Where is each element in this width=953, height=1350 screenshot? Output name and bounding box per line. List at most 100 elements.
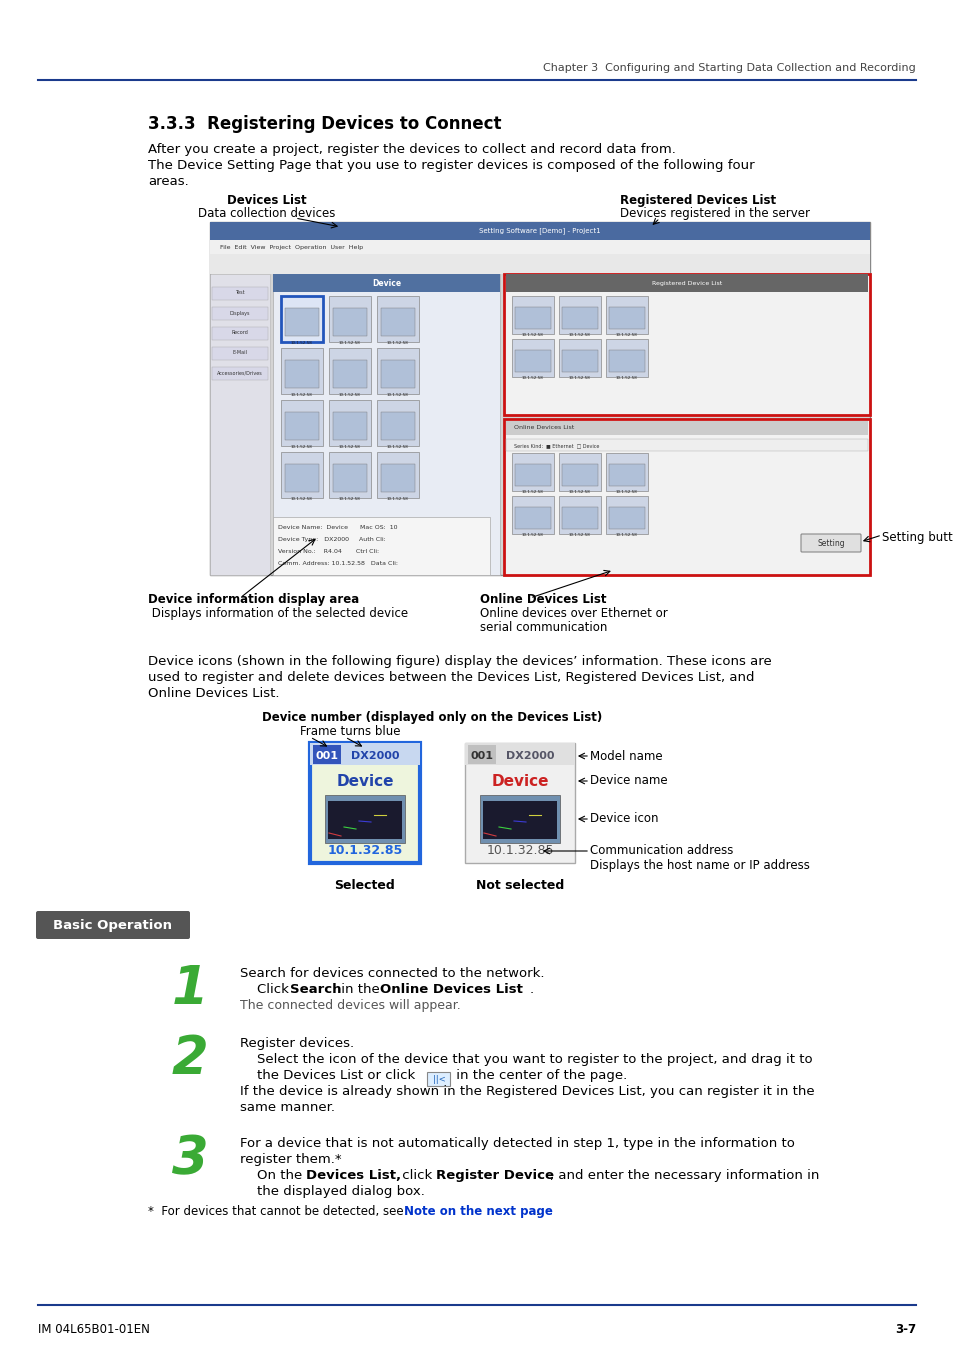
- FancyBboxPatch shape: [285, 464, 318, 491]
- Text: serial communication: serial communication: [479, 621, 607, 634]
- FancyBboxPatch shape: [36, 911, 190, 940]
- Text: 10.1.52.58: 10.1.52.58: [616, 533, 638, 537]
- FancyBboxPatch shape: [608, 508, 644, 529]
- Text: , and enter the necessary information in: , and enter the necessary information in: [550, 1169, 819, 1183]
- FancyBboxPatch shape: [376, 296, 418, 342]
- FancyBboxPatch shape: [515, 306, 550, 329]
- FancyBboxPatch shape: [281, 296, 323, 342]
- Text: 10.1.52.58: 10.1.52.58: [387, 342, 409, 346]
- Text: Setting button: Setting button: [882, 532, 953, 544]
- Text: Device: Device: [335, 774, 394, 788]
- Text: 3: 3: [172, 1133, 208, 1185]
- Text: 10.1.52.58: 10.1.52.58: [568, 490, 590, 494]
- FancyBboxPatch shape: [273, 274, 499, 292]
- FancyBboxPatch shape: [210, 221, 869, 240]
- Text: 10.1.52.58: 10.1.52.58: [291, 446, 313, 450]
- Text: 10.1.52.58: 10.1.52.58: [568, 333, 590, 338]
- FancyBboxPatch shape: [333, 412, 367, 440]
- Text: Devices List,: Devices List,: [306, 1169, 400, 1183]
- FancyBboxPatch shape: [505, 421, 867, 436]
- Text: Record: Record: [232, 331, 248, 336]
- Text: 10.1.52.58: 10.1.52.58: [387, 393, 409, 397]
- FancyBboxPatch shape: [333, 464, 367, 491]
- Text: 001: 001: [315, 751, 338, 761]
- FancyBboxPatch shape: [273, 517, 489, 575]
- Text: Select the icon of the device that you want to register to the project, and drag: Select the icon of the device that you w…: [240, 1053, 812, 1066]
- FancyBboxPatch shape: [325, 795, 405, 842]
- Text: 001: 001: [470, 751, 493, 761]
- Text: used to register and delete devices between the Devices List, Registered Devices: used to register and delete devices betw…: [148, 671, 754, 684]
- FancyBboxPatch shape: [212, 347, 268, 360]
- FancyBboxPatch shape: [212, 306, 268, 320]
- FancyBboxPatch shape: [212, 288, 268, 300]
- Text: 10.1.52.58: 10.1.52.58: [291, 393, 313, 397]
- Text: 10.1.52.58: 10.1.52.58: [521, 533, 543, 537]
- Text: 10.1.52.58: 10.1.52.58: [338, 393, 360, 397]
- FancyBboxPatch shape: [608, 306, 644, 329]
- Text: Online Devices List: Online Devices List: [514, 425, 574, 429]
- FancyBboxPatch shape: [515, 464, 550, 486]
- FancyBboxPatch shape: [285, 308, 318, 336]
- Text: Device number (displayed only on the Devices List): Device number (displayed only on the Dev…: [262, 711, 601, 724]
- FancyBboxPatch shape: [605, 296, 647, 333]
- FancyBboxPatch shape: [376, 452, 418, 498]
- Text: 10.1.32.85: 10.1.32.85: [327, 845, 402, 857]
- Text: Communication address: Communication address: [589, 845, 733, 857]
- Text: If the device is already shown in the Registered Devices List, you can register : If the device is already shown in the Re…: [240, 1085, 814, 1098]
- Text: Displays the host name or IP address: Displays the host name or IP address: [589, 859, 809, 872]
- Text: 10.1.52.58: 10.1.52.58: [568, 533, 590, 537]
- FancyBboxPatch shape: [605, 497, 647, 535]
- FancyBboxPatch shape: [281, 452, 323, 498]
- Text: 1: 1: [172, 963, 208, 1015]
- FancyBboxPatch shape: [380, 360, 415, 387]
- Text: .: .: [530, 983, 534, 996]
- Text: Series Kind:  ■ Ethernet  □ Device: Series Kind: ■ Ethernet □ Device: [514, 443, 598, 448]
- FancyBboxPatch shape: [561, 464, 598, 486]
- Text: E-Mail: E-Mail: [233, 351, 247, 355]
- Text: same manner.: same manner.: [240, 1102, 335, 1114]
- Text: ||<: ||<: [432, 1075, 445, 1084]
- Text: DX2000: DX2000: [505, 751, 554, 761]
- Text: Device name: Device name: [589, 775, 667, 787]
- FancyBboxPatch shape: [380, 412, 415, 440]
- FancyBboxPatch shape: [212, 327, 268, 340]
- Text: 10.1.52.58: 10.1.52.58: [387, 497, 409, 501]
- FancyBboxPatch shape: [512, 296, 554, 333]
- Text: Device Type:   DX2000     Auth Cli:: Device Type: DX2000 Auth Cli:: [277, 537, 385, 541]
- Text: Register Device: Register Device: [436, 1169, 554, 1183]
- Text: On the: On the: [240, 1169, 306, 1183]
- Text: 10.1.52.58: 10.1.52.58: [338, 342, 360, 346]
- FancyBboxPatch shape: [281, 348, 323, 394]
- FancyBboxPatch shape: [512, 497, 554, 535]
- Text: Test: Test: [235, 290, 245, 296]
- Text: 10.1.52.58: 10.1.52.58: [568, 377, 590, 379]
- FancyBboxPatch shape: [328, 801, 401, 838]
- Text: Click: Click: [240, 983, 293, 996]
- Text: 2: 2: [172, 1033, 208, 1085]
- Text: Displays information of the selected device: Displays information of the selected dev…: [148, 608, 408, 620]
- FancyBboxPatch shape: [273, 274, 499, 575]
- FancyBboxPatch shape: [329, 452, 371, 498]
- FancyBboxPatch shape: [468, 745, 496, 764]
- FancyBboxPatch shape: [561, 306, 598, 329]
- Text: Note on the next page: Note on the next page: [403, 1206, 553, 1218]
- FancyBboxPatch shape: [558, 296, 600, 333]
- Text: 10.1.52.58: 10.1.52.58: [291, 497, 313, 501]
- FancyBboxPatch shape: [210, 221, 869, 575]
- Text: Online devices over Ethernet or: Online devices over Ethernet or: [479, 608, 667, 620]
- Text: 10.1.32.85: 10.1.32.85: [486, 845, 553, 857]
- FancyBboxPatch shape: [801, 535, 861, 552]
- Text: Displays: Displays: [230, 310, 250, 316]
- Text: Device icon: Device icon: [589, 813, 658, 825]
- FancyBboxPatch shape: [505, 274, 867, 292]
- Text: Devices registered in the server: Devices registered in the server: [619, 207, 809, 220]
- Text: 10.1.52.58: 10.1.52.58: [338, 497, 360, 501]
- FancyBboxPatch shape: [605, 339, 647, 377]
- Text: Register devices.: Register devices.: [240, 1037, 354, 1050]
- FancyBboxPatch shape: [512, 454, 554, 491]
- FancyBboxPatch shape: [515, 508, 550, 529]
- Text: areas.: areas.: [148, 176, 189, 188]
- Text: 10.1.52.58: 10.1.52.58: [338, 446, 360, 450]
- FancyBboxPatch shape: [212, 367, 268, 379]
- FancyBboxPatch shape: [310, 743, 419, 765]
